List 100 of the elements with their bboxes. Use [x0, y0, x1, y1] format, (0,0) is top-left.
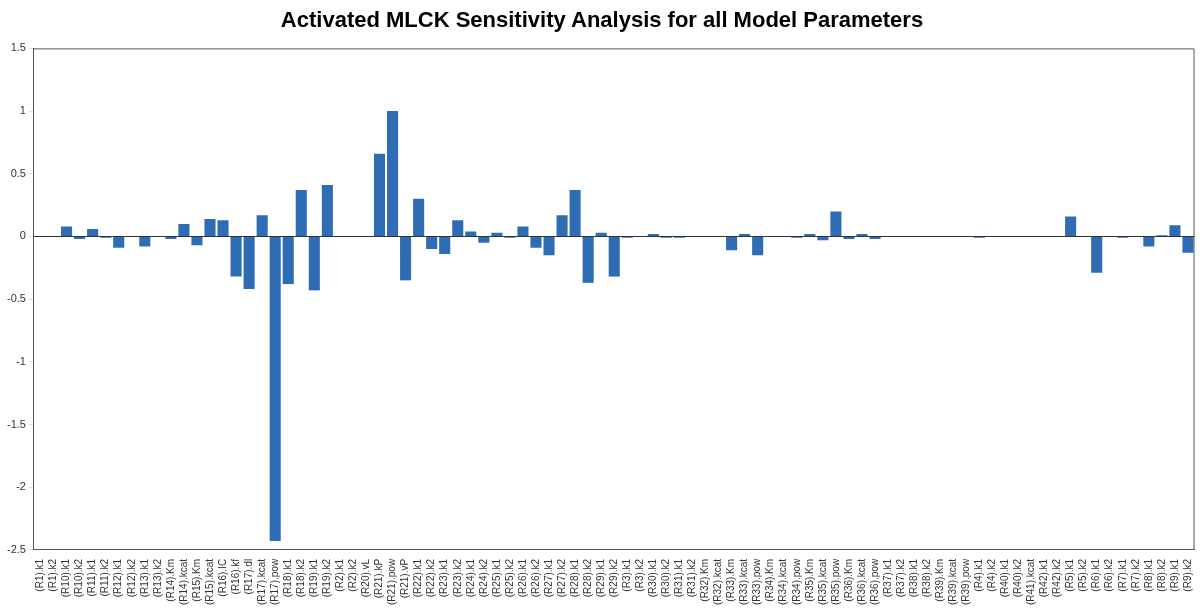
x-tick-label: (R34).Km — [764, 558, 776, 602]
x-tick-label: (R1).k1 — [34, 558, 46, 592]
bar — [817, 236, 829, 241]
x-tick-label: (R34).pow — [790, 558, 802, 606]
y-tick-label: -2 — [16, 480, 26, 493]
bar — [61, 226, 73, 236]
bar — [256, 215, 268, 236]
y-tick-label: 0 — [19, 229, 26, 242]
bar — [608, 236, 620, 277]
bar — [295, 190, 307, 236]
x-tick-label: (R23).k2 — [451, 558, 463, 598]
bar — [843, 236, 855, 239]
x-tick-label: (R7).k1 — [1116, 558, 1128, 592]
bar — [113, 236, 125, 248]
x-tick-label: (R9).k2 — [1181, 558, 1193, 592]
x-tick-label: (R32).Km — [699, 558, 711, 602]
x-tick-label: (R35).Km — [803, 558, 815, 602]
x-tick-label: (R17).kcat — [255, 558, 267, 605]
x-tick-label: (R3).k1 — [621, 558, 633, 592]
x-tick-label: (R11).k2 — [99, 558, 111, 597]
x-tick-label: (R19).k2 — [321, 558, 333, 598]
bar — [569, 190, 581, 236]
x-tick-label: (R36).kcat — [855, 558, 867, 605]
x-tick-label: (R18).k2 — [295, 558, 307, 598]
x-tick-label: (R17).pow — [268, 558, 280, 606]
x-tick-label: (R35).pow — [829, 558, 841, 606]
x-tick-label: (R41).kcat — [1025, 558, 1037, 605]
bar — [230, 236, 242, 277]
x-tick-label: (R5).k2 — [1077, 558, 1089, 592]
x-tick-label: (R21).pow — [386, 558, 398, 606]
x-tick-label: (R14).Km — [164, 558, 176, 602]
bar — [439, 236, 451, 254]
x-tick-label: (R31).k2 — [686, 558, 698, 598]
x-tick-label: (R21).kP — [373, 558, 385, 599]
bar — [804, 233, 816, 236]
x-tick-label: (R35).kcat — [816, 558, 828, 605]
x-tick-label: (R7).k2 — [1129, 558, 1141, 592]
x-tick-label: (R30).k1 — [647, 558, 659, 598]
bar — [452, 220, 464, 236]
x-tick-label: (R4).k2 — [986, 558, 998, 592]
x-tick-label: (R20).vL — [360, 558, 372, 598]
bar — [856, 233, 868, 236]
x-tick-label: (R10).k1 — [60, 558, 72, 598]
bar — [595, 232, 607, 236]
x-tick-label: (R27).k2 — [555, 558, 567, 598]
x-tick-label: (R22).k1 — [412, 558, 424, 598]
x-tick-label: (R5).k1 — [1064, 558, 1076, 592]
x-tick-label: (R38).k2 — [920, 558, 932, 598]
x-tick-label: (R24).k1 — [464, 558, 476, 598]
x-tick-label: (R4).k1 — [973, 558, 985, 592]
bar — [752, 236, 764, 256]
x-tick-label: (R15).Km — [190, 558, 202, 602]
x-tick-label: (R14).kcat — [177, 558, 189, 605]
x-tick-label: (R36).Km — [842, 558, 854, 602]
bar — [87, 228, 99, 236]
bar — [491, 232, 503, 236]
bar — [139, 236, 151, 247]
bar — [269, 236, 281, 542]
x-tick-label: (R2).k1 — [334, 558, 346, 592]
x-tick-label: (R31).k1 — [673, 558, 685, 598]
x-tick-label: (R11).k1 — [86, 558, 98, 597]
x-tick-label: (R34).kcat — [777, 558, 789, 605]
x-tick-label: (R12).k2 — [125, 558, 137, 598]
bar — [647, 233, 659, 236]
bar — [191, 236, 203, 246]
bar — [1091, 236, 1103, 273]
x-tick-label: (R16).kf — [229, 558, 241, 595]
x-tick-label: (R1).k2 — [47, 558, 59, 592]
x-tick-label: (R25).k2 — [503, 558, 515, 598]
x-tick-label: (R29).k1 — [594, 558, 606, 598]
bar — [321, 185, 333, 236]
x-tick-label: (R3).k2 — [634, 558, 646, 592]
bar — [739, 233, 751, 236]
x-tick-label: (R8).k1 — [1142, 558, 1154, 592]
x-tick-label: (R23).k1 — [438, 558, 450, 598]
bar — [308, 236, 320, 291]
x-tick-label: (R19).k1 — [308, 558, 320, 598]
y-tick-label: -2.5 — [6, 542, 26, 555]
bar — [413, 198, 425, 236]
x-tick-label: (R40).k2 — [1012, 558, 1024, 598]
bar — [400, 236, 412, 281]
y-tick-label: 1 — [19, 104, 26, 117]
x-tick-label: (R39).kcat — [947, 558, 959, 605]
bar — [869, 236, 881, 239]
bar — [517, 226, 529, 236]
bar — [465, 231, 477, 236]
x-tick-label: (R6).k1 — [1090, 558, 1102, 592]
x-tick-label: (R26).k2 — [529, 558, 541, 598]
y-tick-label: -0.5 — [6, 292, 26, 305]
bar — [426, 236, 438, 249]
bar — [178, 223, 190, 236]
x-tick-label: (R38).k1 — [907, 558, 919, 598]
bar — [387, 111, 399, 236]
x-tick-label: (R28).k2 — [581, 558, 593, 598]
x-tick-label: (R30).k2 — [660, 558, 672, 598]
x-tick-label: (R13).k2 — [151, 558, 163, 598]
x-tick-label: (R16).IC — [216, 558, 228, 597]
x-tick-label: (R36).pow — [868, 558, 880, 606]
bar — [830, 211, 842, 236]
y-tick-label: -1.5 — [6, 417, 26, 430]
